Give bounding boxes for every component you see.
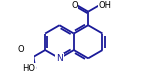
Text: OH: OH [99,1,111,10]
Text: O: O [18,45,24,54]
Text: O: O [71,1,78,10]
Text: N: N [56,54,63,63]
Text: HO: HO [22,64,35,73]
